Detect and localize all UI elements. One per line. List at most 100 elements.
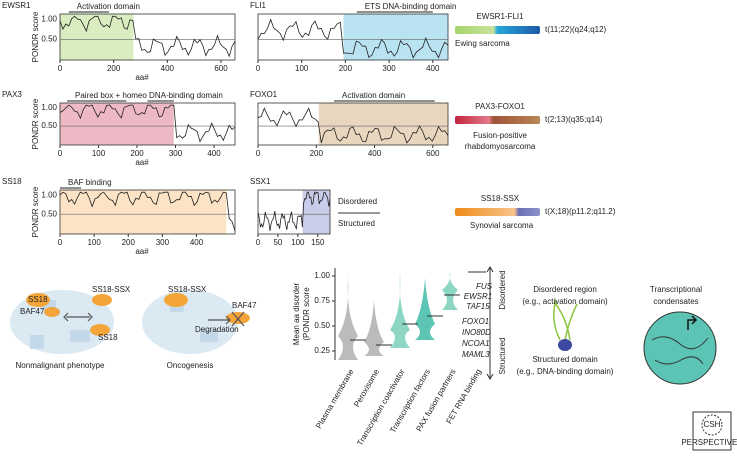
fusion-name: SS18-SSX (481, 194, 520, 203)
x-tick-label: 300 (156, 238, 170, 247)
x-tick-label: 200 (107, 64, 121, 73)
y-axis-label: Mean aa disorder (292, 283, 301, 346)
category-label: Plasma membrane (314, 367, 356, 430)
x-tick-label: 400 (161, 64, 175, 73)
x-tick-label: 200 (339, 64, 353, 73)
disorder-curve (257, 107, 449, 144)
x-tick-label: 100 (92, 149, 106, 158)
disorder-curve (257, 191, 331, 231)
domain-label: Activation domain (342, 91, 405, 100)
x-tick-label: 0 (58, 64, 63, 73)
illustration-label: Structured domain (532, 355, 597, 364)
y-axis-label: (PONDR score (302, 287, 311, 341)
x-axis-label: aa# (135, 158, 149, 167)
shade (302, 190, 330, 234)
cell-label: BAF47 (232, 301, 257, 310)
plot-frame (257, 189, 331, 235)
side-label: Structured (338, 219, 375, 228)
cell-label: SS18-SSX (168, 285, 207, 294)
disease: rhabdomyosarcoma (465, 142, 536, 151)
violin-art (334, 266, 494, 380)
x-tick-label: 0 (256, 64, 261, 73)
gene: TAF15 (466, 302, 490, 311)
disorder-curve (59, 15, 236, 58)
shade (60, 190, 227, 234)
logo-text: CSH (704, 420, 721, 429)
disorder-curve (257, 18, 449, 59)
shade (318, 103, 448, 145)
x-tick-label: 50 (273, 238, 282, 247)
shade (60, 14, 134, 60)
label: FOXO1 (250, 90, 278, 99)
x-tick-label: 600 (426, 149, 440, 158)
shade (343, 14, 448, 60)
cell-label: SS18-SSX (92, 285, 131, 294)
category-label: Peroxisome (352, 367, 381, 409)
cell-label: BAF47 (20, 307, 45, 316)
x-tick-label: 400 (426, 64, 440, 73)
y-tick-label: 0.75 (314, 296, 330, 305)
fusion-name: PAX3-FOXO1 (475, 102, 525, 111)
domain-label: Paired box + homeo DNA-binding domain (75, 91, 223, 100)
label: SSX1 (250, 177, 271, 186)
cell-art (10, 290, 250, 354)
category-label: Transcription coactivator (355, 367, 406, 447)
gene: FOXO1 (462, 317, 489, 326)
label: EWSR1 (2, 1, 31, 10)
x-tick-label: 400 (190, 238, 204, 247)
plot-frame (59, 13, 236, 61)
illustration-label: condensates (653, 297, 698, 306)
illustration-art (553, 299, 717, 385)
disorder-curve (59, 104, 236, 143)
x-tick-label: 100 (295, 64, 309, 73)
x-tick-label: 150 (311, 238, 325, 247)
y-tick-label: 0.50 (41, 34, 57, 43)
cell-caption: Oncogenesis (167, 361, 214, 370)
cell-label: SS18 (98, 333, 118, 342)
x-tick-label: 0 (58, 238, 63, 247)
x-tick-label: 0 (58, 149, 63, 158)
gene: INO80D (462, 328, 491, 337)
domain-label: ETS DNA-binding domain (365, 2, 457, 11)
x-axis-label: aa# (135, 73, 149, 82)
y-tick-label: 1.00 (41, 190, 57, 199)
cell-label: Degradation (195, 325, 239, 334)
y-tick-label: 1.00 (314, 271, 330, 280)
gene: MAML3 (462, 350, 490, 359)
x-axis-label: aa# (135, 247, 149, 256)
disorder-curve (59, 191, 236, 232)
gene: EWSR1 (464, 292, 492, 301)
plot-frame (257, 102, 449, 146)
logo-box (692, 411, 732, 451)
side-label: Structured (498, 338, 507, 375)
translocation: t(11;22)(q24;q12) (545, 25, 607, 34)
logo-text: PERSPECTIVES (681, 438, 737, 447)
illustration-label: Disordered region (533, 285, 597, 294)
x-tick-label: 600 (214, 64, 228, 73)
y-tick-label: 0.50 (41, 121, 57, 130)
illustration-label: (e.g., activation domain) (522, 297, 608, 306)
y-tick-label: 1.00 (41, 15, 57, 24)
x-tick-label: 200 (310, 149, 324, 158)
y-axis-label: PONDR score (31, 98, 40, 149)
side-label: Disordered (498, 270, 507, 309)
x-tick-label: 0 (256, 238, 261, 247)
fusion-bar (455, 26, 540, 34)
plot-frame (59, 102, 236, 146)
label: SS18 (2, 177, 22, 186)
x-tick-label: 100 (291, 238, 305, 247)
plot-frame (257, 13, 449, 61)
disease: Synovial sarcoma (470, 221, 534, 230)
fusion-bar (455, 208, 540, 216)
shade (60, 103, 174, 145)
x-tick-label: 200 (130, 149, 144, 158)
domain-label: Activation domain (77, 2, 140, 11)
x-tick-label: 0 (256, 149, 261, 158)
x-tick-label: 400 (207, 149, 221, 158)
translocation: t(2;13)(q35;q14) (545, 115, 603, 124)
x-tick-label: 100 (87, 238, 101, 247)
label: PAX3 (2, 90, 22, 99)
cell-caption: Nonmalignant phenotype (16, 361, 106, 370)
illustration-label: (e.g., DNA-binding domain) (517, 367, 614, 376)
disease: Ewing sarcoma (455, 39, 510, 48)
